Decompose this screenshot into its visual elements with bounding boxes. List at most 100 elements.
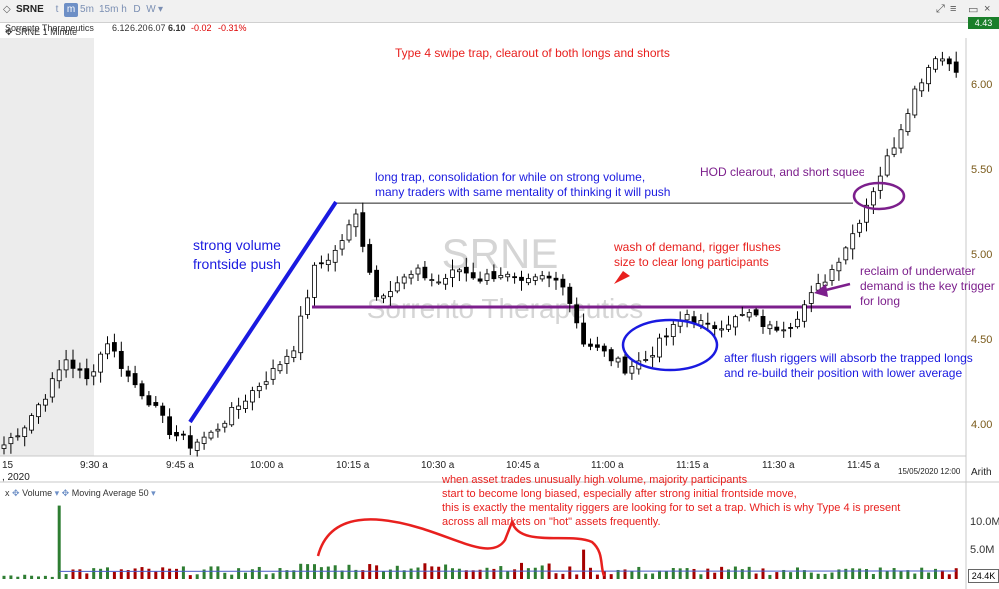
candle-body	[581, 322, 586, 345]
volume-bar	[375, 565, 379, 579]
volume-bar	[934, 568, 937, 579]
quote-last: 6.10	[168, 23, 186, 33]
timeframe-week[interactable]: W	[146, 4, 156, 15]
candle-body	[91, 371, 97, 377]
candle-body	[836, 261, 842, 272]
chart-settings[interactable]: ✥ SRNE 1 Minute	[5, 27, 77, 38]
scale-mode[interactable]: Arith	[971, 467, 992, 478]
candle-body	[898, 129, 904, 149]
candle-body	[767, 324, 773, 330]
candle-body	[318, 262, 324, 265]
dropdown-icon[interactable]: ▾	[151, 488, 156, 498]
volume-bar	[347, 564, 351, 579]
close-icon[interactable]: ×	[984, 3, 991, 15]
candle-body	[367, 244, 373, 273]
candle-body	[63, 359, 69, 371]
dropdown-icon[interactable]: ▾	[158, 4, 164, 15]
volume-bar	[2, 575, 6, 579]
candle-body	[139, 383, 145, 397]
candle-body	[77, 368, 83, 371]
flush-note: after flush riggers will absorb the trap…	[724, 351, 973, 381]
timeframe-5m[interactable]: 5m	[80, 4, 94, 15]
volume-bar	[720, 566, 724, 579]
volume-bar	[457, 568, 461, 579]
price-tick-label: 6.00	[971, 79, 993, 91]
volume-bar	[823, 573, 827, 579]
volume-bar	[858, 568, 862, 579]
wash-arrow	[614, 271, 630, 284]
timeframe-15m[interactable]: 15m	[99, 4, 119, 15]
settings-icon[interactable]: ✥	[12, 488, 20, 498]
dropdown-icon[interactable]: ▾	[54, 488, 60, 498]
link-icon[interactable]: ◇	[3, 4, 11, 15]
candle-body	[498, 275, 504, 279]
volume-bar	[727, 569, 730, 579]
price-tick-label: 5.00	[971, 249, 993, 261]
time-label: 10:15 a	[336, 460, 370, 471]
candle-body	[843, 247, 849, 261]
candle-body	[408, 273, 414, 279]
candle-body	[871, 191, 876, 206]
volume-bar	[651, 573, 655, 579]
resize-icon[interactable]: ⤢	[936, 3, 945, 15]
quote-line: Sorrento Therapeutics 6.12 6.20 6.07 6.1…	[0, 23, 999, 36]
volume-bar	[865, 568, 868, 579]
symbol-input[interactable]: SRNE	[16, 4, 44, 15]
candle-body	[567, 286, 573, 304]
menu-icon[interactable]: ≡	[950, 3, 957, 15]
candle-body	[933, 58, 938, 70]
volume-bar	[885, 570, 889, 579]
volume-bar	[678, 568, 682, 579]
note-line: and re-build their position with lower a…	[724, 366, 963, 380]
candle-body	[953, 61, 959, 73]
volume-bar	[913, 573, 917, 579]
candle-body	[850, 233, 856, 250]
volume-bar	[623, 569, 627, 579]
premarket-shade	[0, 38, 94, 456]
volume-bar	[471, 570, 475, 579]
candle-body	[505, 273, 511, 278]
volume-bar	[713, 572, 717, 579]
hod-circle	[852, 181, 906, 211]
volume-bar	[540, 565, 544, 579]
close-icon[interactable]: x	[5, 488, 10, 498]
volume-tick-label: 10.0M	[970, 516, 999, 528]
candle-body	[167, 416, 173, 435]
volume-bar	[775, 572, 779, 579]
candle-body	[470, 272, 476, 279]
candle-body	[712, 325, 718, 330]
timeframe-minute[interactable]: m	[64, 3, 78, 17]
timeframe-hour[interactable]: h	[121, 4, 127, 15]
absorb-circle	[621, 318, 719, 372]
note-line: after flush riggers will absorb the trap…	[724, 351, 973, 365]
volume-bar	[892, 568, 896, 579]
volume-bar	[181, 566, 185, 579]
last-price-tag: 4.43	[968, 17, 999, 29]
timeframe-tick[interactable]: t	[55, 4, 59, 15]
candle-body	[615, 357, 621, 363]
volume-bar	[444, 564, 448, 579]
candle-body	[187, 435, 193, 449]
volume-bar	[326, 566, 330, 579]
settings-icon[interactable]: ✥	[61, 488, 70, 498]
quote-change-pct: -0.31%	[218, 23, 247, 33]
timeframe-day[interactable]: D	[133, 4, 141, 15]
candle-body	[519, 276, 524, 281]
volume-bar	[154, 571, 158, 579]
candle-body	[201, 436, 207, 444]
volume-bar	[589, 567, 592, 579]
time-label-partial: 15	[2, 460, 14, 471]
settings-icon[interactable]: ✥	[5, 27, 13, 37]
volume-bar	[119, 569, 123, 579]
volume-bar	[278, 568, 282, 579]
volume-bar	[568, 566, 572, 579]
candle-body	[401, 276, 407, 284]
hod-note: HOD clearout, and short squeeze	[700, 165, 864, 179]
volume-bar	[437, 566, 441, 579]
candle-body	[249, 390, 255, 403]
push-trendline	[188, 200, 338, 424]
candle-body	[112, 342, 117, 352]
volume-bar	[168, 568, 172, 579]
maximize-icon[interactable]: ▭	[968, 4, 979, 16]
